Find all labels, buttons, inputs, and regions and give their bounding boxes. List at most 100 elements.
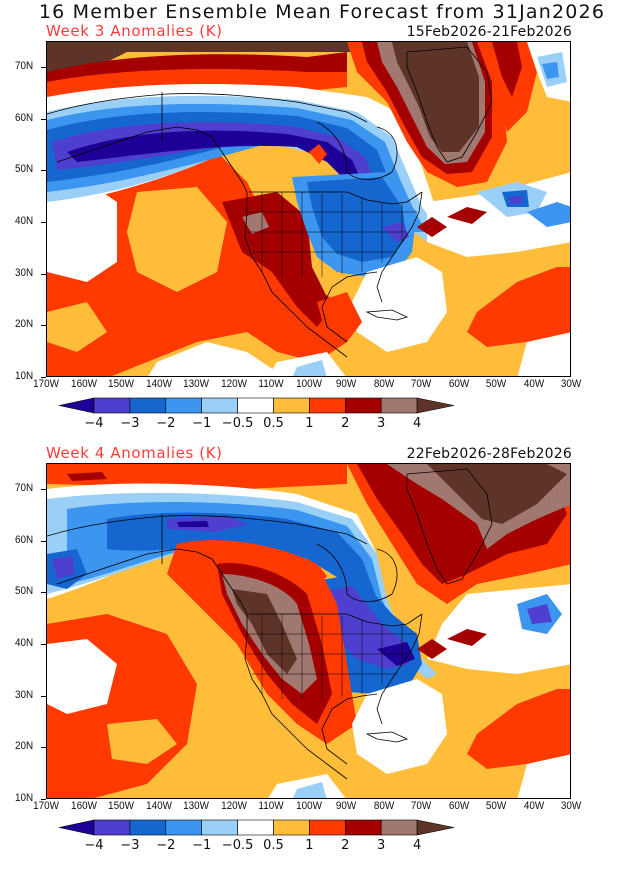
latitude-label: 30N — [15, 266, 34, 279]
anomaly-region — [467, 267, 570, 347]
anomaly-region — [47, 69, 347, 122]
colorbar-tick-label: −2 — [156, 416, 175, 431]
colorbar-tick-label: −0.5 — [222, 838, 254, 853]
colorbar: −4 −3 −2 −1 −0.5 0.5 1 2 3 4 — [58, 397, 455, 431]
longitude-label: 90W — [335, 800, 357, 812]
coastline — [406, 46, 493, 163]
panel-date-range: 15Feb2026-21Feb2026 — [406, 24, 572, 40]
colorbar-tick-label: 2 — [341, 416, 349, 431]
colorbar-box — [380, 397, 418, 414]
anomaly-map — [46, 41, 571, 377]
latitude-tick — [41, 488, 46, 490]
border-line — [249, 613, 423, 627]
longitude-label: 170W — [33, 800, 59, 812]
longitude-label: 80W — [373, 800, 394, 812]
longitude-label: 120W — [220, 378, 247, 390]
anomaly-region — [492, 42, 522, 97]
panel-subtitle: Week 3 Anomalies (K) — [46, 22, 223, 40]
coastline — [47, 93, 368, 123]
latitude-label: 50N — [15, 585, 34, 598]
coastline — [56, 126, 248, 193]
colorbar-tick-label: 1 — [305, 838, 313, 853]
latitude-label: 70N — [15, 59, 34, 72]
colorbar-arrow-low — [58, 397, 95, 414]
colorbar-arrow-high — [416, 397, 455, 414]
latitude-label: 70N — [15, 481, 34, 494]
latitude-tick — [41, 118, 46, 120]
colorbar-tick-label: −4 — [84, 416, 103, 431]
colorbar-tick-label: 3 — [377, 838, 385, 853]
anomaly-region — [292, 782, 327, 798]
coastline — [406, 468, 493, 585]
anomaly-region — [67, 472, 107, 481]
longitude-label: 130W — [183, 378, 209, 390]
colorbar-tick-label: −3 — [120, 838, 139, 853]
latitude-label: 40N — [15, 214, 34, 227]
latitude-tick — [41, 377, 46, 378]
latitude-tick — [41, 221, 46, 223]
anomaly-region — [127, 187, 227, 292]
anomaly-region — [517, 754, 570, 798]
colorbar-tick-label: −1 — [192, 838, 211, 853]
colorbar-box — [344, 819, 382, 836]
panel-date-range: 22Feb2026-28Feb2026 — [406, 446, 572, 462]
coastline — [321, 693, 378, 765]
longitude-label: 160W — [70, 378, 97, 390]
latitude-label: 10N — [15, 792, 34, 804]
colorbar-tick-label: −1 — [192, 416, 211, 431]
latitude-label: 20N — [15, 318, 34, 331]
panel-subtitle: Week 4 Anomalies (K) — [46, 444, 223, 462]
longitude-label: 130W — [183, 800, 209, 812]
colorbar-tick-label: 4 — [413, 838, 421, 853]
anomaly-region — [317, 292, 362, 342]
anomaly-region — [148, 342, 277, 376]
anomaly-region — [52, 556, 75, 579]
colorbar-box — [273, 397, 310, 414]
latitude-tick — [41, 592, 46, 594]
latitude-tick — [41, 66, 46, 68]
anomaly-region — [417, 639, 447, 659]
colorbar-tick-label: 3 — [377, 416, 385, 431]
longitude-label: 140W — [145, 378, 172, 390]
longitude-label: 80W — [373, 378, 394, 390]
coastline — [316, 543, 398, 602]
longitude-label: 110W — [258, 378, 284, 390]
longitude-label: 60W — [448, 378, 469, 390]
latitude-label: 30N — [15, 688, 34, 701]
colorbar-tick-label: 0.5 — [263, 416, 284, 431]
longitude-label: 100W — [295, 378, 322, 390]
anomaly-region — [417, 217, 447, 237]
coastline — [244, 192, 348, 358]
longitude-label: 50W — [485, 800, 507, 812]
colorbar-tick-label: 0.5 — [263, 838, 284, 853]
coastline — [321, 271, 378, 343]
anomaly-region — [392, 42, 479, 152]
colorbar-tick-label: −2 — [156, 838, 175, 853]
anomaly-region — [232, 589, 297, 674]
colorbar-tick-label: 4 — [413, 416, 421, 431]
latitude-label: 10N — [15, 370, 34, 382]
border-line — [249, 191, 423, 205]
colorbar-box — [165, 819, 203, 836]
coastline — [376, 191, 423, 303]
anomaly-region — [268, 352, 346, 376]
colorbar-box — [344, 397, 382, 414]
colorbar-tick-label: −4 — [84, 838, 103, 853]
longitude-label: 40W — [523, 800, 544, 812]
anomaly-region — [177, 521, 209, 527]
latitude-tick — [41, 540, 46, 542]
anomaly-region — [527, 604, 552, 624]
anomaly-region — [47, 464, 347, 489]
longitude-label: 100W — [295, 800, 322, 812]
anomaly-map — [46, 463, 571, 799]
colorbar-box — [309, 819, 346, 836]
longitude-label: 160W — [70, 800, 97, 812]
anomaly-region — [268, 774, 346, 798]
latitude-tick — [41, 695, 46, 697]
longitude-label: 110W — [258, 800, 284, 812]
anomaly-region — [107, 719, 177, 764]
coastline — [376, 613, 423, 725]
longitude-label: 140W — [145, 800, 172, 812]
longitude-label: 40W — [523, 378, 544, 390]
colorbar-tick-label: −3 — [120, 416, 139, 431]
